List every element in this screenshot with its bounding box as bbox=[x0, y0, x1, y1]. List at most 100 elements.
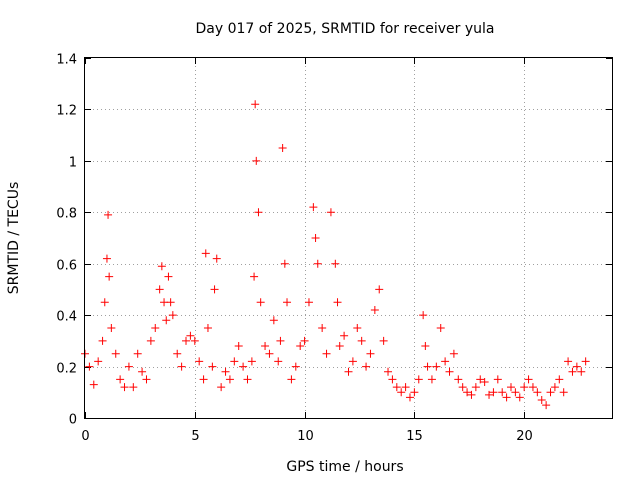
data-point bbox=[379, 336, 388, 345]
y-tick-label: 1 bbox=[69, 156, 77, 171]
x-tick-label: 0 bbox=[81, 429, 89, 444]
data-point bbox=[384, 367, 393, 376]
data-point bbox=[333, 298, 342, 307]
data-point bbox=[120, 383, 129, 392]
chart-title: Day 017 of 2025, SRMTID for receiver yul… bbox=[195, 21, 494, 37]
data-point bbox=[251, 100, 260, 109]
data-point bbox=[313, 259, 322, 268]
data-point bbox=[335, 342, 344, 350]
data-point bbox=[186, 331, 195, 340]
data-point bbox=[162, 316, 171, 325]
data-point bbox=[146, 336, 155, 345]
x-tick-label: 5 bbox=[191, 429, 199, 444]
data-point bbox=[151, 324, 160, 332]
data-point bbox=[138, 367, 147, 376]
data-point bbox=[304, 298, 313, 307]
data-point bbox=[195, 357, 204, 366]
data-point bbox=[427, 375, 436, 384]
x-axis-label: GPS time / hours bbox=[286, 459, 403, 475]
y-axis-label: SRMTID / TECUs bbox=[6, 182, 22, 295]
y-tick-label: 0 bbox=[69, 413, 77, 428]
data-point bbox=[572, 362, 581, 371]
data-point bbox=[528, 383, 537, 392]
data-point bbox=[199, 375, 208, 384]
data-point bbox=[210, 285, 219, 294]
data-point bbox=[568, 367, 577, 376]
data-point bbox=[311, 234, 320, 242]
data-point bbox=[157, 262, 166, 271]
y-tick-label: 0.2 bbox=[56, 362, 77, 377]
x-tick-label: 15 bbox=[406, 429, 423, 444]
data-point bbox=[300, 336, 309, 345]
data-point bbox=[107, 324, 116, 332]
data-point bbox=[256, 298, 265, 307]
data-point bbox=[436, 324, 445, 332]
data-point bbox=[142, 375, 151, 384]
y-tick-label: 0.8 bbox=[56, 207, 77, 222]
data-point bbox=[212, 254, 221, 263]
data-point bbox=[401, 383, 410, 392]
data-point bbox=[489, 388, 498, 397]
data-point bbox=[515, 393, 524, 402]
data-point bbox=[100, 298, 109, 307]
data-point bbox=[542, 401, 551, 410]
data-point bbox=[581, 357, 590, 366]
data-point bbox=[410, 388, 419, 397]
data-point bbox=[287, 375, 296, 384]
data-point bbox=[221, 367, 230, 376]
axis-ticks: 0 0.2 0.4 0.6 0.8 1 1.2 1.4 0 5 10 15 20 bbox=[56, 53, 612, 444]
data-point bbox=[234, 342, 243, 350]
data-point bbox=[511, 388, 520, 397]
data-point bbox=[471, 383, 480, 392]
data-point bbox=[480, 378, 489, 386]
data-point bbox=[177, 362, 186, 371]
data-point bbox=[520, 383, 529, 392]
data-point bbox=[326, 208, 335, 217]
data-point bbox=[98, 336, 107, 345]
x-tick-label: 20 bbox=[516, 429, 533, 444]
data-point bbox=[493, 375, 502, 384]
data-point bbox=[449, 349, 458, 358]
data-point bbox=[274, 357, 283, 366]
data-point bbox=[155, 285, 164, 294]
data-point bbox=[309, 203, 318, 212]
data-point bbox=[498, 388, 507, 397]
data-point bbox=[203, 324, 212, 332]
plot-frame bbox=[84, 57, 613, 419]
data-point bbox=[533, 388, 542, 397]
data-point bbox=[463, 388, 472, 397]
data-point bbox=[104, 210, 113, 219]
data-point bbox=[370, 306, 379, 314]
data-point bbox=[208, 362, 217, 371]
data-point bbox=[454, 375, 463, 384]
data-point bbox=[291, 362, 300, 371]
data-point bbox=[485, 390, 494, 399]
data-point bbox=[269, 316, 278, 325]
data-point bbox=[537, 396, 546, 404]
data-point bbox=[166, 298, 175, 307]
data-point bbox=[555, 375, 564, 384]
data-point bbox=[190, 336, 199, 345]
data-point bbox=[89, 380, 98, 389]
data-point bbox=[375, 285, 384, 294]
data-point bbox=[116, 375, 125, 384]
data-point bbox=[419, 311, 428, 320]
data-point bbox=[348, 357, 357, 366]
grid-lines bbox=[85, 58, 612, 418]
data-point bbox=[445, 367, 454, 376]
x-tick-label: 10 bbox=[297, 429, 314, 444]
y-tick-label: 0.4 bbox=[56, 310, 77, 325]
data-point bbox=[252, 156, 261, 165]
data-point bbox=[524, 375, 533, 384]
data-point bbox=[458, 383, 467, 392]
data-point bbox=[102, 254, 111, 263]
data-point bbox=[280, 259, 289, 268]
data-point bbox=[318, 324, 327, 332]
data-point bbox=[441, 357, 450, 366]
data-point bbox=[276, 336, 285, 345]
data-point bbox=[250, 272, 259, 281]
data-point bbox=[340, 331, 349, 340]
data-point bbox=[217, 383, 226, 392]
data-point bbox=[405, 393, 414, 402]
